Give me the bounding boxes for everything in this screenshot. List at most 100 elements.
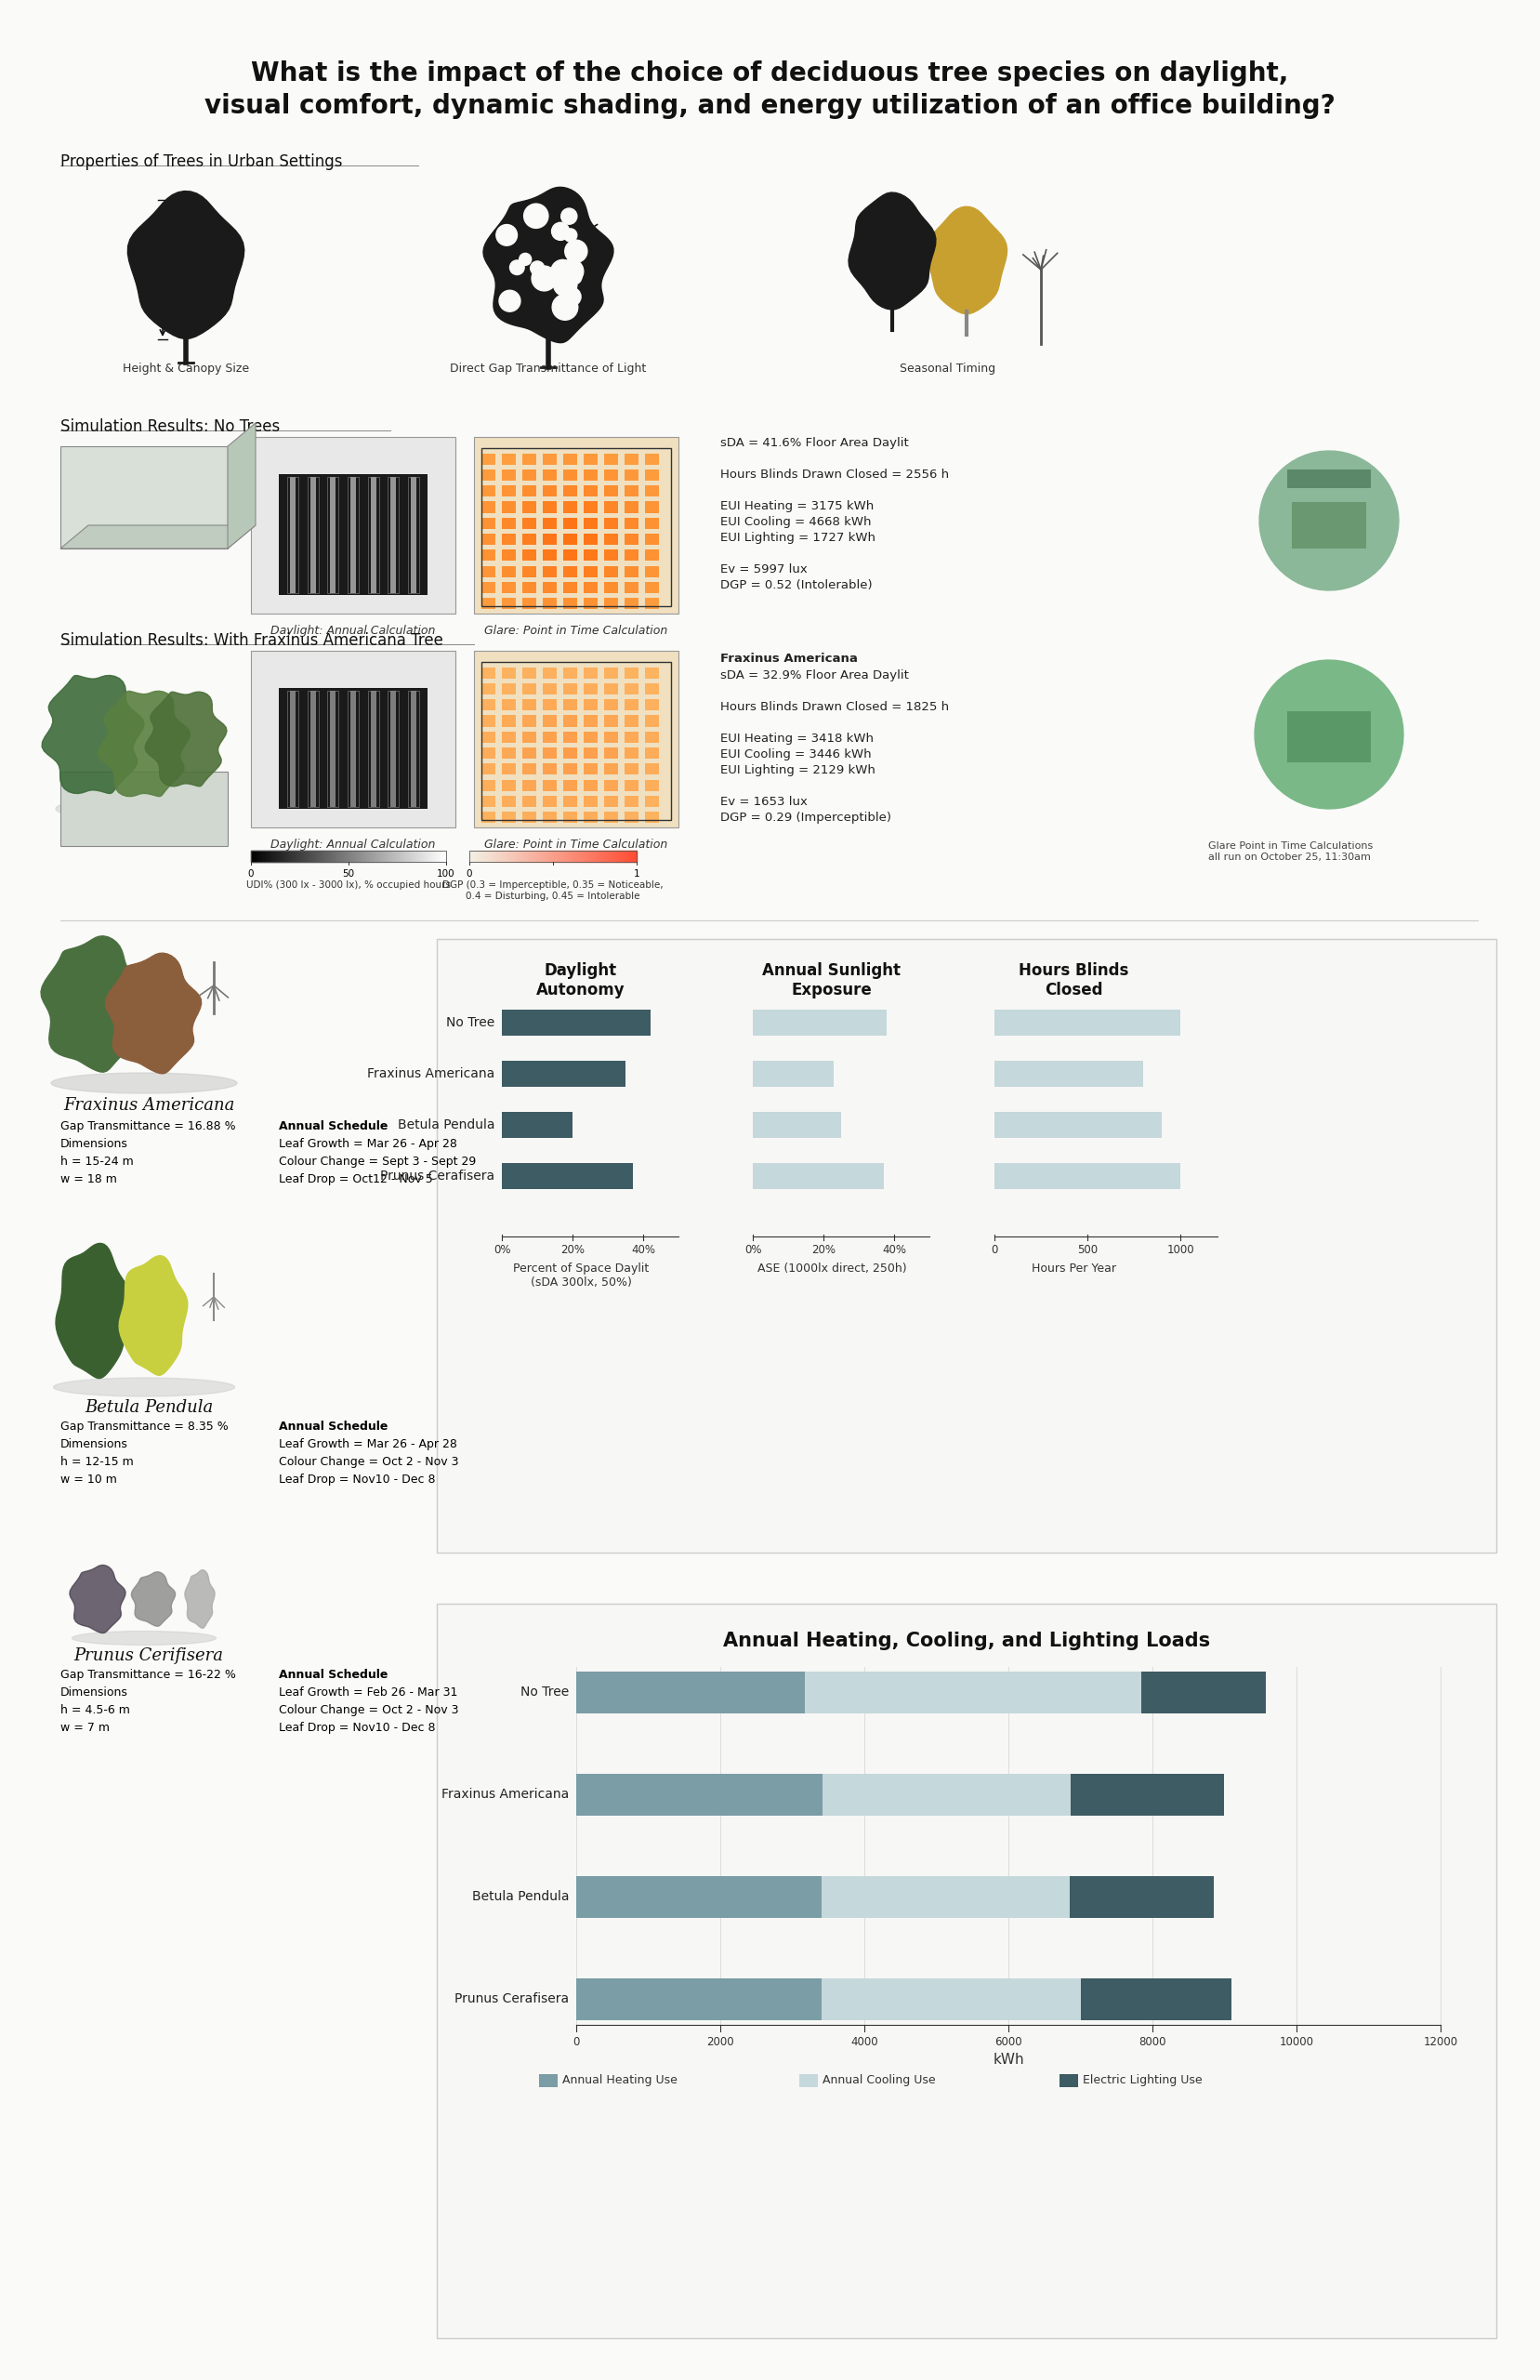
Bar <box>522 716 536 726</box>
Bar <box>564 795 578 807</box>
Text: Ev = 1653 lux: Ev = 1653 lux <box>721 795 807 807</box>
Text: 40%: 40% <box>631 1245 654 1257</box>
Bar <box>480 666 496 678</box>
Bar <box>1070 1773 1224 1816</box>
Polygon shape <box>849 193 936 309</box>
Bar <box>995 1164 1180 1190</box>
Text: Gap Transmittance = 8.35 %: Gap Transmittance = 8.35 % <box>60 1421 228 1433</box>
Polygon shape <box>42 935 145 1071</box>
Text: h = 12-15 m: h = 12-15 m <box>60 1457 134 1468</box>
Bar <box>604 502 618 512</box>
Bar <box>821 1875 1070 1918</box>
Bar <box>624 747 639 759</box>
Bar <box>522 764 536 776</box>
Bar <box>584 666 598 678</box>
Text: Fraxinus Americana: Fraxinus Americana <box>367 1066 494 1081</box>
Bar <box>542 581 557 593</box>
Bar <box>624 812 639 823</box>
Bar <box>584 486 598 497</box>
Bar <box>482 662 671 821</box>
Bar <box>1081 1978 1232 2021</box>
Text: Leaf Drop = Nov10 - Dec 8: Leaf Drop = Nov10 - Dec 8 <box>279 1473 436 1485</box>
Circle shape <box>553 295 578 319</box>
Bar <box>310 476 316 593</box>
Bar <box>564 533 578 545</box>
Text: Simulation Results: No Trees: Simulation Results: No Trees <box>60 419 280 436</box>
Circle shape <box>564 228 578 243</box>
Bar <box>502 533 516 545</box>
Text: Height & Canopy Size: Height & Canopy Size <box>123 362 249 374</box>
Bar <box>1292 502 1366 547</box>
Bar <box>522 812 536 823</box>
Bar <box>576 1773 822 1816</box>
Polygon shape <box>131 1571 176 1626</box>
Bar <box>564 516 578 528</box>
Bar <box>564 747 578 759</box>
Bar <box>645 683 659 695</box>
Bar <box>645 533 659 545</box>
Bar <box>584 469 598 481</box>
Bar <box>604 566 618 576</box>
Bar <box>522 452 536 464</box>
Bar <box>502 1164 633 1190</box>
Text: Fraxinus Americana: Fraxinus Americana <box>442 1787 568 1802</box>
Bar <box>604 533 618 545</box>
Polygon shape <box>484 188 613 343</box>
Text: Fraxinus Americana: Fraxinus Americana <box>63 1097 234 1114</box>
Text: UDI% (300 lx - 3000 lx), % occupied hours: UDI% (300 lx - 3000 lx), % occupied hour… <box>246 881 451 890</box>
Text: 1: 1 <box>633 869 639 878</box>
Bar <box>502 795 516 807</box>
Bar <box>310 690 316 807</box>
Bar <box>645 516 659 528</box>
Bar <box>604 795 618 807</box>
Bar <box>330 476 336 593</box>
Bar <box>251 850 447 862</box>
Bar <box>645 731 659 743</box>
Bar <box>645 502 659 512</box>
Bar <box>584 597 598 609</box>
Bar <box>542 666 557 678</box>
Text: Electric Lighting Use: Electric Lighting Use <box>1083 2073 1203 2085</box>
Bar <box>604 700 618 712</box>
Bar <box>388 690 399 807</box>
Bar <box>480 502 496 512</box>
Bar <box>564 716 578 726</box>
Bar <box>645 550 659 562</box>
Text: Prunus Cerifisera: Prunus Cerifisera <box>74 1647 223 1664</box>
Circle shape <box>496 224 517 245</box>
Bar <box>391 690 396 807</box>
Bar <box>822 1773 1070 1816</box>
Bar <box>502 566 516 576</box>
Bar <box>351 476 356 593</box>
Text: Direct Gap Transmittance of Light: Direct Gap Transmittance of Light <box>450 362 647 374</box>
Circle shape <box>510 259 524 274</box>
Bar <box>624 581 639 593</box>
Text: Fraxinus Americana: Fraxinus Americana <box>721 652 858 664</box>
Bar <box>753 1111 841 1138</box>
Bar <box>542 812 557 823</box>
Bar <box>437 1604 1497 2337</box>
Text: Glare Point in Time Calculations
all run on October 25, 11:30am: Glare Point in Time Calculations all run… <box>1209 843 1374 862</box>
Bar <box>1287 469 1371 488</box>
Text: 10000: 10000 <box>1280 2037 1314 2049</box>
Bar <box>251 438 456 614</box>
Bar <box>522 486 536 497</box>
Text: 20%: 20% <box>561 1245 585 1257</box>
Circle shape <box>499 290 521 312</box>
Bar <box>584 581 598 593</box>
Bar <box>624 533 639 545</box>
Polygon shape <box>60 526 256 547</box>
Bar <box>805 1671 1141 1714</box>
Text: Simulation Results: With Fraxinus Americana Tree: Simulation Results: With Fraxinus Americ… <box>60 633 444 650</box>
Bar <box>391 476 396 593</box>
Bar <box>542 486 557 497</box>
Bar <box>604 731 618 743</box>
Bar <box>502 597 516 609</box>
Text: 40%: 40% <box>882 1245 906 1257</box>
Bar <box>502 1061 625 1088</box>
Bar <box>251 650 456 828</box>
Bar <box>564 683 578 695</box>
Bar <box>624 716 639 726</box>
Text: Daylight: Annual Calculation: Daylight: Annual Calculation <box>271 838 436 850</box>
Bar <box>542 764 557 776</box>
